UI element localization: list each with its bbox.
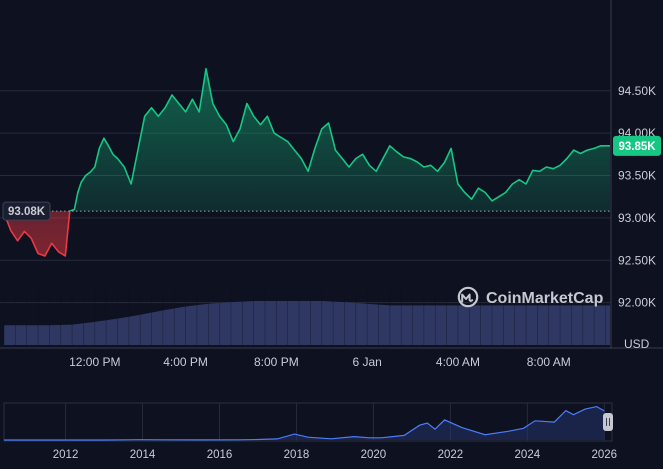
coinmarketcap-logo: CoinMarketCap [457, 286, 604, 308]
baseline-badge: 93.08K [2, 201, 51, 221]
x-tick-label: 8:00 PM [254, 355, 299, 369]
overview-tick-label: 2018 [284, 449, 310, 461]
x-tick-label: 6 Jan [352, 355, 381, 369]
overview-tick-label: 2012 [53, 449, 79, 461]
overview-frame [3, 402, 613, 442]
x-tick-label: 8:00 AM [527, 355, 571, 369]
currency-label: USD [624, 337, 650, 351]
overview-range-handle[interactable] [603, 413, 613, 431]
overview-tick-label: 2022 [438, 449, 464, 461]
volume-area [4, 301, 610, 345]
y-tick-label: 94.50K [618, 84, 656, 98]
price-area-above [69, 68, 610, 212]
x-tick-label: 4:00 AM [436, 355, 480, 369]
overview-tick-label: 2024 [515, 449, 541, 461]
overview-tick-label: 2014 [130, 449, 156, 461]
overview-line [4, 405, 605, 441]
overview-tick-label: 2016 [207, 449, 233, 461]
y-tick-label: 92.50K [618, 253, 656, 267]
overview-area [4, 406, 605, 440]
overview-tick-label: 2026 [592, 449, 618, 461]
price-line-up [68, 67, 610, 212]
coinmarketcap-logo-text: CoinMarketCap [486, 290, 604, 307]
x-tick-label: 4:00 PM [163, 355, 208, 369]
overview-tick-label: 2020 [361, 449, 387, 461]
baseline-value: 93.08K [8, 206, 46, 218]
current-price-value: 93.85K [618, 141, 656, 153]
x-tick-label: 12:00 PM [69, 355, 120, 369]
price-area-below [4, 211, 610, 256]
y-tick-label: 92.00K [618, 296, 656, 310]
y-tick-label: 93.50K [618, 169, 656, 183]
y-tick-label: 93.00K [618, 211, 656, 225]
coinmarketcap-logo-icon [457, 286, 479, 308]
price-line-down [3, 211, 73, 257]
current-price-badge: 93.85K [613, 135, 661, 156]
